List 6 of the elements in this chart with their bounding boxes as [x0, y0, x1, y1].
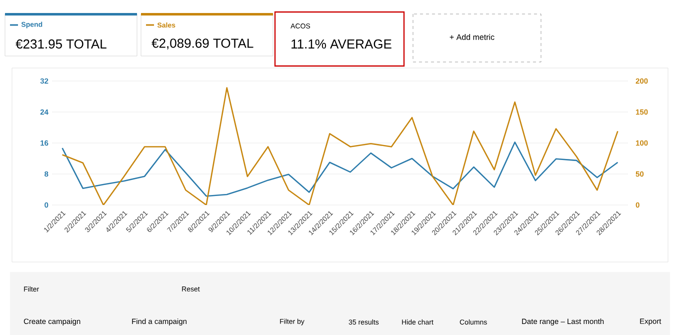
text: €2,089.69 TOTAL [152, 38, 254, 50]
text: + Add metric [450, 34, 494, 40]
line-series [62, 87, 618, 205]
line-series [62, 142, 618, 197]
text: 11.1% AVERAGE [292, 39, 392, 49]
text: €231.95 TOTAL [16, 39, 106, 49]
